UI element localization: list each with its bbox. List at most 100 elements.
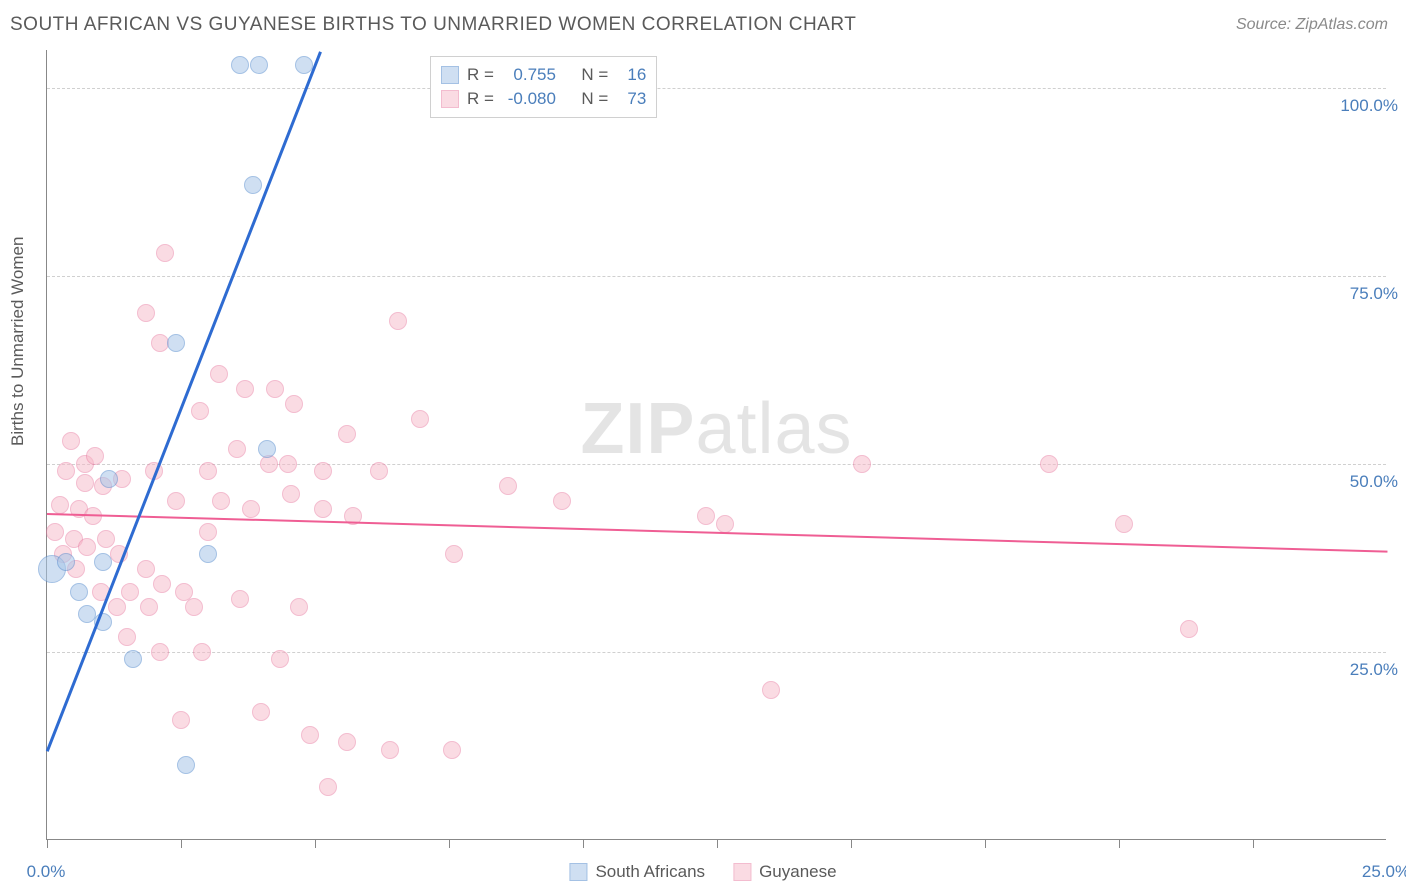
data-point-guyanese (151, 643, 169, 661)
watermark-atlas: atlas (695, 389, 852, 469)
x-tick-label: 25.0% (1362, 862, 1406, 882)
data-point-guyanese (185, 598, 203, 616)
data-point-guyanese (411, 410, 429, 428)
legend-r-label: R = (467, 87, 494, 111)
data-point-guyanese (697, 507, 715, 525)
data-point-guyanese (1180, 620, 1198, 638)
data-point-guyanese (137, 304, 155, 322)
data-point-guyanese (271, 650, 289, 668)
data-point-guyanese (290, 598, 308, 616)
data-point-guyanese (57, 462, 75, 480)
x-tick-mark (181, 840, 182, 848)
data-point-guyanese (140, 598, 158, 616)
x-tick-mark (1119, 840, 1120, 848)
data-point-guyanese (62, 432, 80, 450)
y-tick-label: 75.0% (1350, 284, 1398, 304)
x-tick-mark (583, 840, 584, 848)
data-point-guyanese (231, 590, 249, 608)
data-point-guyanese (716, 515, 734, 533)
legend-row-south_africans: R = 0.755 N = 16 (441, 63, 646, 87)
y-tick-label: 25.0% (1350, 660, 1398, 680)
legend-r-label: R = (467, 63, 494, 87)
data-point-guyanese (319, 778, 337, 796)
data-point-guyanese (1040, 455, 1058, 473)
legend-n-label: N = (581, 87, 608, 111)
gridline (47, 652, 1386, 653)
legend-r-value: -0.080 (502, 87, 556, 111)
x-tick-mark (449, 840, 450, 848)
data-point-south_africans (100, 470, 118, 488)
gridline (47, 464, 1386, 465)
data-point-guyanese (51, 496, 69, 514)
x-tick-mark (1253, 840, 1254, 848)
data-point-guyanese (260, 455, 278, 473)
legend-r-value: 0.755 (502, 63, 556, 87)
gridline (47, 88, 1386, 89)
data-point-south_africans (250, 56, 268, 74)
data-point-guyanese (199, 523, 217, 541)
data-point-guyanese (443, 741, 461, 759)
data-point-guyanese (228, 440, 246, 458)
watermark-zip: ZIP (580, 389, 695, 469)
data-point-south_africans (177, 756, 195, 774)
data-point-guyanese (191, 402, 209, 420)
y-tick-label: 50.0% (1350, 472, 1398, 492)
x-tick-mark (717, 840, 718, 848)
correlation-legend: R =0.755 N =16R =-0.080 N =73 (430, 56, 657, 118)
data-point-guyanese (46, 523, 64, 541)
source-label: Source: ZipAtlas.com (1236, 16, 1388, 34)
data-point-guyanese (153, 575, 171, 593)
data-point-south_africans (57, 553, 75, 571)
data-point-guyanese (193, 643, 211, 661)
data-point-guyanese (279, 455, 297, 473)
data-point-guyanese (553, 492, 571, 510)
legend-series-label: Guyanese (759, 862, 837, 882)
data-point-guyanese (172, 711, 190, 729)
data-point-guyanese (137, 560, 155, 578)
data-point-south_africans (199, 545, 217, 563)
legend-item-guyanese: Guyanese (733, 862, 837, 882)
series-legend: South Africans Guyanese (569, 862, 836, 882)
legend-item-south_africans: South Africans (569, 862, 705, 882)
data-point-guyanese (167, 492, 185, 510)
data-point-guyanese (338, 733, 356, 751)
data-point-south_africans (167, 334, 185, 352)
data-point-south_africans (258, 440, 276, 458)
data-point-guyanese (282, 485, 300, 503)
data-point-guyanese (78, 538, 96, 556)
data-point-south_africans (244, 176, 262, 194)
x-tick-label: 0.0% (27, 862, 66, 882)
data-point-guyanese (242, 500, 260, 518)
legend-swatch (569, 863, 587, 881)
trend-line-south_africans (46, 51, 322, 752)
x-tick-mark (985, 840, 986, 848)
watermark: ZIPatlas (580, 388, 852, 470)
data-point-guyanese (381, 741, 399, 759)
data-point-guyanese (285, 395, 303, 413)
legend-row-guyanese: R =-0.080 N =73 (441, 87, 646, 111)
data-point-guyanese (266, 380, 284, 398)
x-tick-mark (315, 840, 316, 848)
legend-swatch (733, 863, 751, 881)
data-point-guyanese (301, 726, 319, 744)
legend-n-value: 16 (616, 63, 646, 87)
chart-title: SOUTH AFRICAN VS GUYANESE BIRTHS TO UNMA… (10, 14, 856, 36)
legend-n-label: N = (581, 63, 608, 87)
data-point-guyanese (108, 598, 126, 616)
data-point-guyanese (314, 462, 332, 480)
data-point-guyanese (121, 583, 139, 601)
data-point-guyanese (86, 447, 104, 465)
data-point-south_africans (94, 553, 112, 571)
x-tick-mark (851, 840, 852, 848)
data-point-guyanese (118, 628, 136, 646)
data-point-guyanese (1115, 515, 1133, 533)
data-point-guyanese (762, 681, 780, 699)
data-point-guyanese (210, 365, 228, 383)
data-point-guyanese (212, 492, 230, 510)
data-point-south_africans (70, 583, 88, 601)
y-axis-label: Births to Unmarried Women (8, 237, 28, 446)
data-point-guyanese (338, 425, 356, 443)
data-point-guyanese (156, 244, 174, 262)
data-point-south_africans (124, 650, 142, 668)
legend-series-label: South Africans (595, 862, 705, 882)
